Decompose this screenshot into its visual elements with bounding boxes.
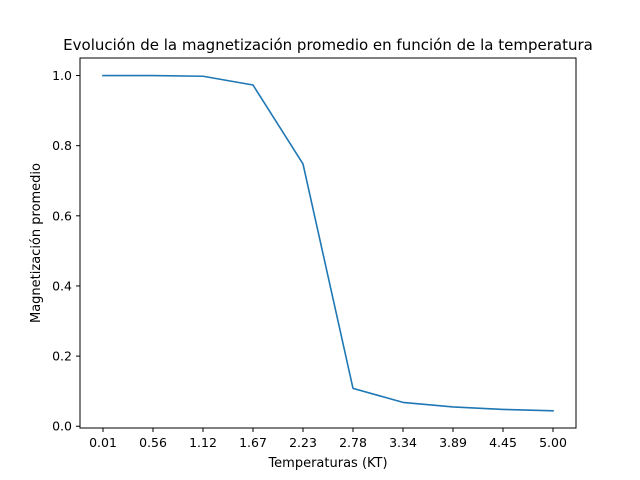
y-axis-label: Magnetización promedio <box>29 163 44 323</box>
y-tick-label-0: 0.0 <box>52 419 72 434</box>
x-tick-label-2: 1.12 <box>189 435 217 450</box>
x-tick-label-8: 4.45 <box>489 435 517 450</box>
axes-frame <box>79 57 577 429</box>
chart-title: Evolución de la magnetización promedio e… <box>63 36 593 54</box>
y-tick-label-2: 0.4 <box>52 278 72 293</box>
x-tick-label-5: 2.78 <box>339 435 367 450</box>
x-tick-label-6: 3.34 <box>389 435 417 450</box>
y-tick-label-1: 0.2 <box>52 349 72 364</box>
x-tick-label-3: 1.67 <box>239 435 267 450</box>
x-tick-label-4: 2.23 <box>289 435 317 450</box>
y-tick-label-5: 1.0 <box>52 68 72 83</box>
plot-area: 0.01 0.56 1.12 1.67 2.23 2.78 3.34 3.89 4.45 5.00… <box>52 68 567 450</box>
x-tick-label-9: 5.00 <box>539 435 567 450</box>
y-tick-label-4: 0.8 <box>52 138 72 153</box>
series-line <box>102 74 554 412</box>
x-tick-label-7: 3.89 <box>439 435 467 450</box>
y-tick-label-3: 0.6 <box>52 208 72 223</box>
x-tick-label-1: 0.56 <box>139 435 167 450</box>
x-tick-label-0: 0.01 <box>89 435 117 450</box>
x-axis-label: Temperaturas (KT) <box>267 456 387 471</box>
